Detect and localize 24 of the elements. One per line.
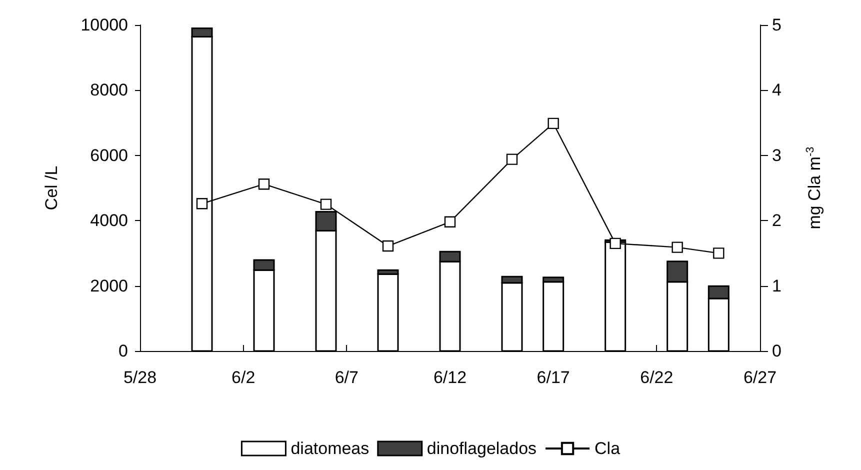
y2-tick-label: 5 [772, 16, 782, 34]
y-tick-label: 8000 [90, 80, 128, 100]
x-tick-label: 6/17 [536, 368, 570, 387]
y-tick-label: 10000 [80, 16, 128, 34]
legend-label: diatomeas [290, 439, 370, 458]
x-tick-label: 5/28 [123, 368, 157, 387]
x-tick-label: 6/22 [640, 368, 674, 387]
x-tick-label: 6/12 [433, 368, 467, 387]
y2-tick-label: 1 [772, 276, 782, 296]
y2-axis-title: mg Cla m-3 [804, 146, 824, 230]
legend-label: dinoflagelados [426, 439, 537, 458]
y-tick-label: 2000 [90, 276, 128, 296]
legend-label: Cla [594, 439, 621, 458]
y-tick-label: 0 [118, 342, 128, 360]
y-axis-title: Cel /L [42, 166, 61, 210]
y2-tick-label: 3 [772, 146, 782, 165]
y2-tick-label: 4 [772, 80, 782, 100]
x-tick-label: 6/2 [232, 368, 256, 387]
y-tick-label: 6000 [90, 146, 128, 165]
x-tick-label: 6/7 [334, 368, 358, 387]
y-tick-label: 4000 [90, 211, 128, 230]
y2-tick-label: 2 [772, 211, 782, 230]
x-tick-label: 6/27 [743, 368, 777, 387]
y2-tick-label: 0 [772, 342, 782, 360]
